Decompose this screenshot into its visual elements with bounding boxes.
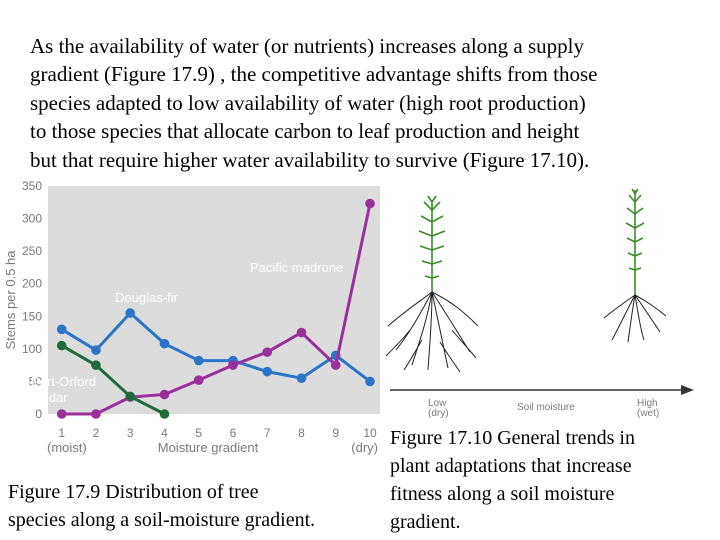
douglas-fir-line: [60, 311, 371, 383]
y-tick-label: 350: [22, 179, 42, 193]
port-orford-cedar-point: [159, 409, 170, 419]
caption-line: plant adaptations that increase: [390, 455, 632, 477]
dry-plant-roots: [385, 291, 479, 373]
legend-label-douglas-fir: Douglas-fir: [115, 290, 179, 305]
y-tick-label: 0: [35, 407, 42, 421]
y-tick-label: 200: [22, 277, 42, 291]
x-tick-label: 1: [58, 426, 65, 440]
douglas-fir-point: [125, 308, 136, 318]
pacific-madrone-point: [365, 198, 375, 209]
x-tick-label: 8: [298, 426, 305, 440]
port-orford-cedar-point: [56, 340, 67, 351]
caption-line: Figure 17.10 General trends in: [390, 427, 635, 449]
douglas-fir-point: [193, 355, 204, 366]
caption-line: gradient.: [390, 511, 461, 533]
description-paragraph: As the availability of water (or nutrien…: [30, 32, 705, 174]
figure-17-9-caption: Figure 17.9 Distribution of tree species…: [8, 478, 388, 534]
pacific-madrone-point: [330, 360, 341, 370]
x-end-label-dry: (dry): [351, 440, 378, 455]
douglas-fir-point: [365, 376, 375, 387]
pacific-madrone-point: [159, 389, 170, 400]
y-tick-label: 150: [22, 309, 42, 323]
port-orford-cedar-point: [91, 360, 101, 370]
caption-line: Figure 17.9 Distribution of tree: [8, 481, 259, 503]
x-tick-label: 5: [195, 426, 202, 440]
legend-label-pacific-madrone: Pacific madrone: [250, 260, 343, 275]
tree-distribution-chart: 0 50 100 150 200 250 300 350 1 2 3 4 5 6 7 8 9 10 Stems …: [3, 179, 380, 455]
x-tick-label: 2: [93, 426, 100, 440]
paragraph-line: but that require higher water availabili…: [30, 147, 590, 172]
y-tick-label: 100: [22, 342, 42, 356]
y-tick-label: 300: [22, 212, 42, 226]
arrow-head-icon: [681, 385, 694, 395]
paragraph-line: to those species that allocate carbon to…: [30, 119, 580, 144]
pacific-madrone-line: [61, 203, 372, 416]
pacific-madrone-point: [262, 347, 273, 357]
paragraph-line: gradient (Figure 17.9) , the competitive…: [30, 62, 598, 87]
y-tick-label: 50: [29, 374, 43, 388]
port-orford-cedar-line: [60, 344, 166, 416]
high-label: High: [637, 398, 658, 409]
low-label: Low: [428, 398, 447, 409]
legend-label-line: Port-Orford: [31, 374, 96, 389]
low-sub-label: (dry): [428, 408, 449, 419]
figure-17-10-caption: Figure 17.10 General trends in plant ada…: [390, 424, 715, 536]
x-tick-label: 10: [363, 426, 377, 440]
x-tick-label: 6: [230, 426, 237, 440]
x-tick-label: 9: [332, 426, 339, 440]
pacific-madrone-point: [228, 360, 238, 370]
x-end-label-moist: (moist): [47, 440, 87, 455]
plant-adaptation-figure: Low (dry) Soil moisture High (wet): [385, 188, 694, 419]
paragraph-line: species adapted to low availability of w…: [30, 90, 586, 115]
port-orford-cedar-point: [125, 391, 136, 402]
pacific-madrone-point: [56, 409, 67, 419]
caption-line: fitness along a soil moisture: [390, 483, 615, 505]
y-axis-label: Stems per 0.5 ha: [3, 250, 18, 350]
caption-line: species along a soil-moisture gradient.: [8, 509, 316, 531]
x-tick-label: 7: [264, 426, 271, 440]
dry-plant-illustration: [418, 195, 446, 292]
pacific-madrone-point: [91, 409, 101, 419]
legend-label-port-orford-cedar: Port-Orford cedar: [31, 374, 100, 405]
douglas-fir-point: [262, 366, 273, 377]
douglas-fir-point: [91, 345, 101, 355]
y-tick-label: 250: [22, 244, 42, 258]
legend-label-line: cedar: [35, 390, 68, 405]
x-tick-label: 4: [161, 426, 168, 440]
wet-plant-illustration: [625, 188, 645, 295]
douglas-fir-point: [56, 324, 67, 335]
wet-plant-roots: [603, 294, 667, 343]
soil-moisture-label: Soil moisture: [517, 402, 575, 413]
douglas-fir-point: [296, 373, 307, 383]
pacific-madrone-point: [296, 327, 307, 338]
douglas-fir-point: [159, 338, 170, 349]
x-tick-label: 3: [127, 426, 134, 440]
paragraph-line: As the availability of water (or nutrien…: [30, 34, 584, 58]
x-axis-label: Moisture gradient: [158, 440, 259, 455]
high-sub-label: (wet): [637, 408, 659, 419]
plot-area: [48, 186, 380, 414]
pacific-madrone-point: [193, 375, 204, 385]
